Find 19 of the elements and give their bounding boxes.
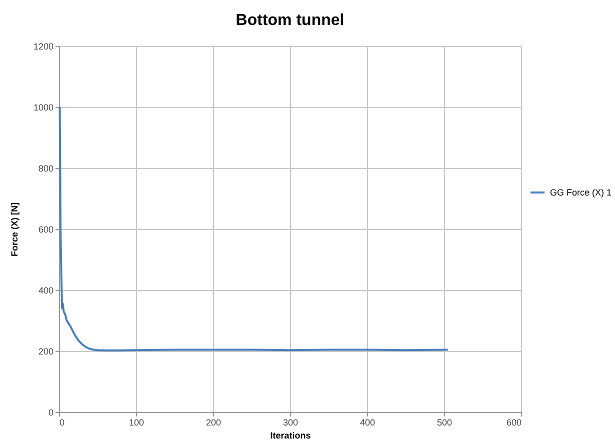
- y-axis-title: Force (X) [N]: [9, 202, 20, 256]
- x-tick-label: 600: [506, 418, 522, 428]
- line-series: [58, 106, 449, 352]
- y-tick-label: 600: [38, 224, 54, 234]
- y-tick-label: 400: [38, 286, 54, 296]
- x-axis-title: Iterations: [270, 430, 311, 440]
- x-tick-label: 400: [360, 418, 376, 428]
- y-tick-label: 1000: [33, 102, 54, 112]
- x-tick-label: 100: [128, 418, 144, 428]
- chart-title: Bottom tunnel: [236, 12, 344, 29]
- x-tick-label: 300: [282, 418, 298, 428]
- x-tick-label: 500: [436, 418, 452, 428]
- x-tick-label: 0: [60, 418, 65, 428]
- y-tick-label: 200: [38, 346, 54, 356]
- x-tick-label: 200: [206, 418, 222, 428]
- legend-label: GG Force (X) 1: [550, 188, 612, 198]
- y-tick-label: 800: [38, 164, 54, 174]
- y-tick-label: 0: [48, 408, 54, 418]
- y-tick-label: 1200: [33, 42, 54, 52]
